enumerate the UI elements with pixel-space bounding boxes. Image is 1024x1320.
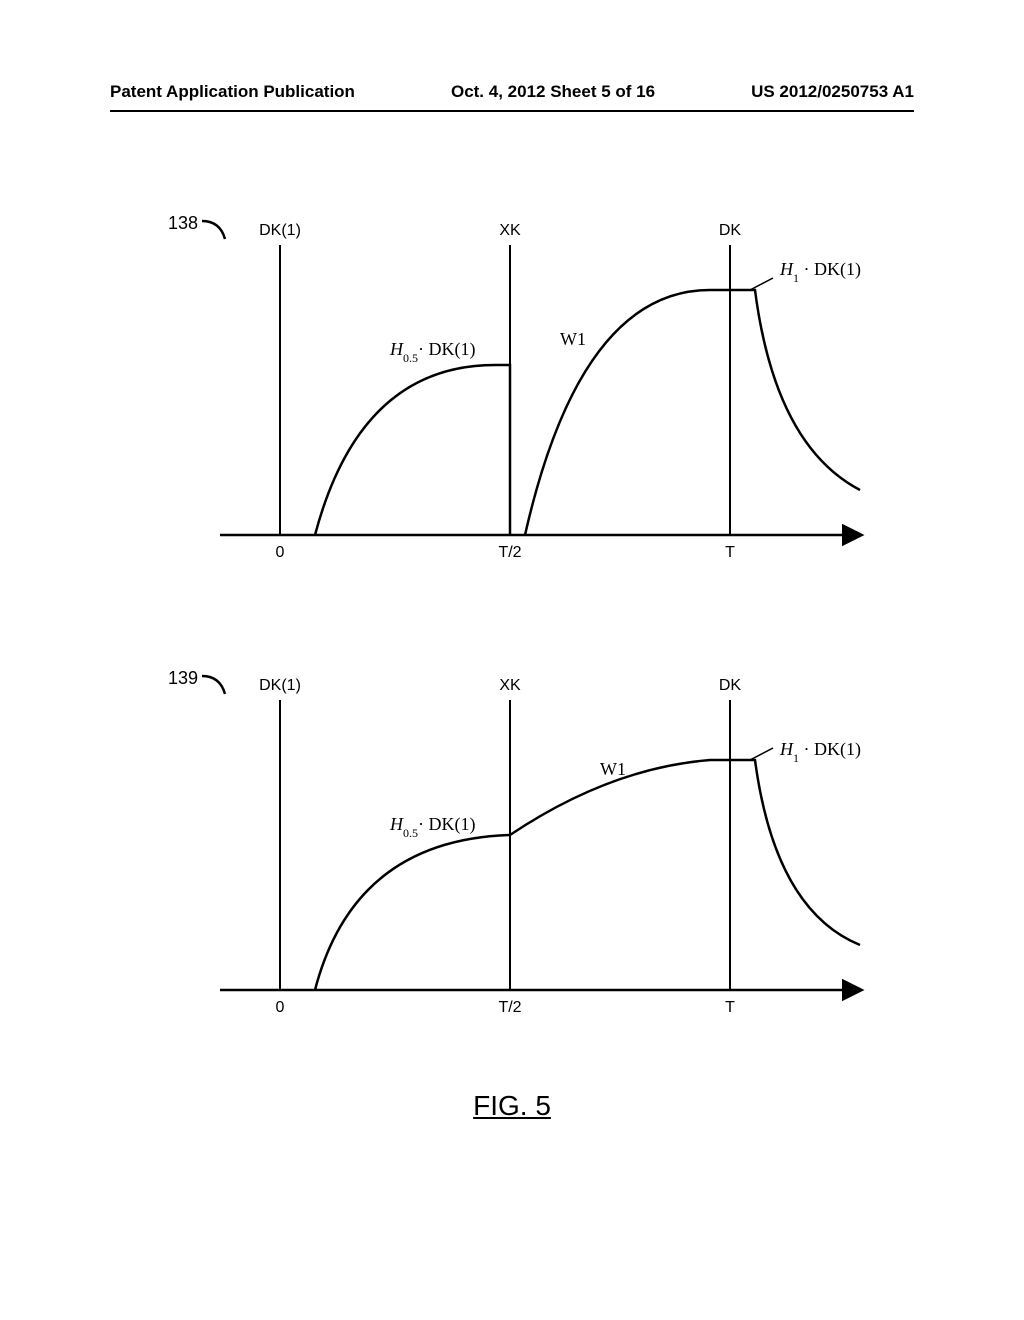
header-rule — [110, 110, 914, 112]
graph-svg: DK(1) XK DK 0 T/2 T H0.5· DK(1) H1 · DK(1) W1 — [220, 205, 880, 575]
graph-1: 138DK(1)XKDK0T/2TH0.5· DK(1)H1 · DK(1)W1 — [220, 205, 880, 575]
page-header: Patent Application Publication Oct. 4, 2… — [0, 82, 1024, 102]
curve-label: H1 · DK(1) — [779, 259, 861, 285]
vertical-label: DK — [719, 222, 742, 239]
header-right: US 2012/0250753 A1 — [751, 82, 914, 102]
leader-line — [750, 278, 773, 290]
curve-single — [315, 760, 860, 990]
tick-label: T — [725, 544, 735, 561]
curve-hump1 — [315, 365, 510, 535]
curve-label: H0.5· DK(1) — [389, 814, 475, 840]
curve-label: H1 · DK(1) — [779, 739, 861, 765]
graph-2: 139DK(1)XKDK0T/2TH0.5· DK(1)H1 · DK(1)W1 — [220, 660, 880, 1030]
tick-label: T/2 — [498, 544, 521, 561]
reference-number: 139 — [168, 668, 198, 689]
vertical-label: DK — [719, 677, 742, 694]
vertical-label: DK(1) — [259, 677, 301, 694]
tick-label: T — [725, 999, 735, 1016]
tick-label: T/2 — [498, 999, 521, 1016]
curve-label: H0.5· DK(1) — [389, 339, 475, 365]
leader-line — [750, 748, 773, 760]
curve-label: W1 — [560, 329, 586, 349]
curve-label: W1 — [600, 759, 626, 779]
vertical-label: DK(1) — [259, 222, 301, 239]
reference-number: 138 — [168, 213, 198, 234]
header-left: Patent Application Publication — [110, 82, 355, 102]
header-center: Oct. 4, 2012 Sheet 5 of 16 — [451, 82, 655, 102]
vertical-label: XK — [499, 677, 521, 694]
vertical-label: XK — [499, 222, 521, 239]
graph-svg: DK(1) XK DK 0 T/2 T H0.5· DK(1) H1 · DK(1) W1 — [220, 660, 880, 1030]
curve-hump2 — [525, 290, 860, 535]
figure-label: FIG. 5 — [0, 1090, 1024, 1122]
tick-label: 0 — [276, 999, 285, 1016]
tick-label: 0 — [276, 544, 285, 561]
